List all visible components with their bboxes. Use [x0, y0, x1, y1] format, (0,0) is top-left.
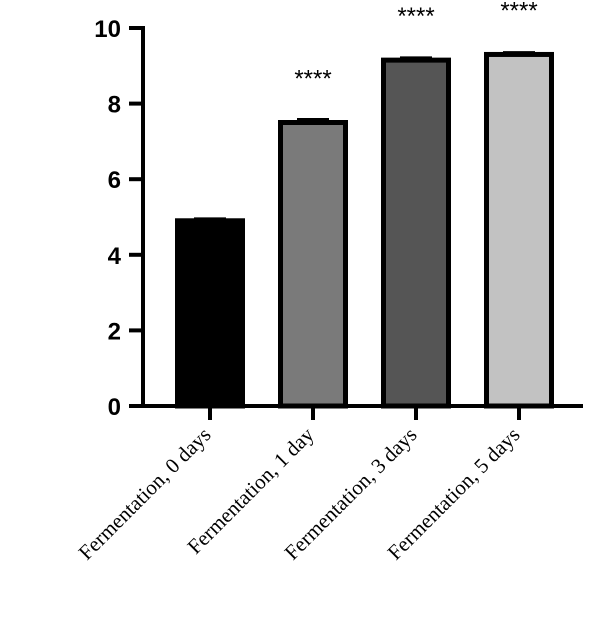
significance-label: **** [500, 0, 537, 24]
bar [278, 120, 348, 409]
y-tick-label: 10 [94, 16, 121, 43]
y-tick-label: 0 [108, 394, 121, 421]
bar [175, 218, 245, 409]
bar [484, 51, 554, 409]
significance-label: **** [397, 3, 434, 30]
bars-layer [175, 51, 554, 409]
y-tick-label: 2 [108, 318, 121, 345]
bar [381, 57, 451, 409]
y-tick-label: 6 [108, 167, 121, 194]
y-tick-label: 4 [108, 243, 122, 270]
y-tick-label: 8 [108, 92, 121, 119]
significance-label: **** [294, 66, 331, 93]
axes-layer [129, 26, 583, 420]
